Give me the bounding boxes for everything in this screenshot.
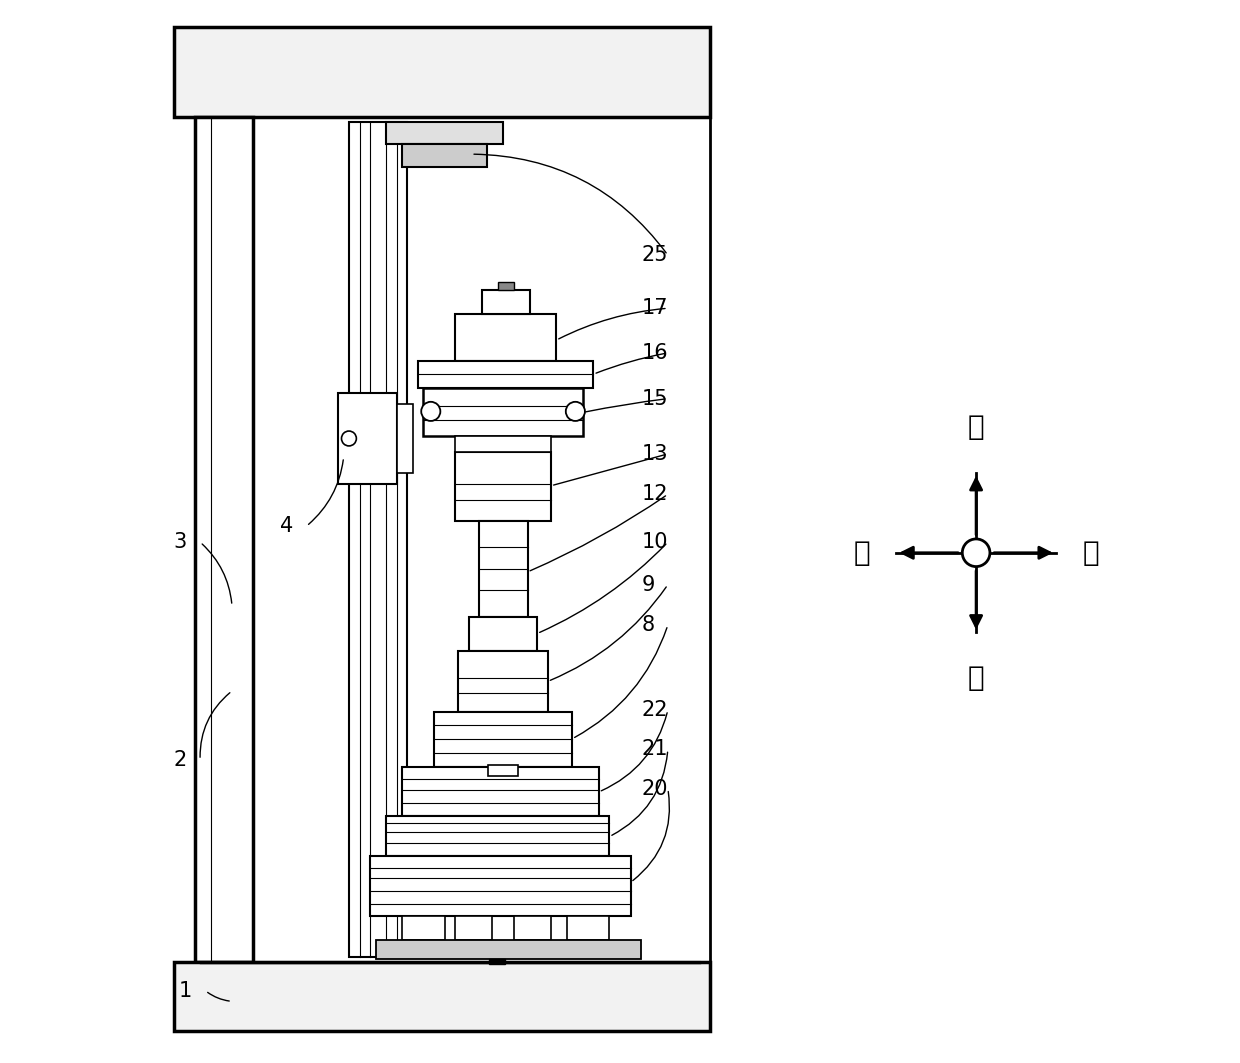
Text: 15: 15: [641, 389, 668, 408]
Text: 13: 13: [641, 444, 668, 463]
Bar: [402, 916, 445, 940]
Text: 3: 3: [174, 533, 187, 552]
Text: 下: 下: [967, 664, 985, 692]
Text: 17: 17: [641, 299, 668, 318]
Bar: [455, 452, 551, 521]
Bar: [386, 816, 609, 856]
Text: 4: 4: [280, 517, 293, 536]
Bar: [195, 117, 253, 962]
Circle shape: [565, 402, 585, 421]
Text: 8: 8: [641, 615, 655, 635]
Bar: [455, 314, 557, 361]
Bar: [402, 767, 599, 816]
Bar: [348, 122, 408, 957]
Bar: [490, 959, 505, 964]
Text: 25: 25: [641, 246, 668, 265]
Circle shape: [962, 539, 990, 567]
Text: 2: 2: [174, 750, 187, 770]
Text: 9: 9: [641, 575, 655, 594]
Bar: [339, 393, 397, 484]
Bar: [418, 361, 594, 388]
Bar: [386, 122, 503, 144]
Bar: [455, 436, 551, 452]
Bar: [567, 916, 609, 940]
Bar: [423, 388, 583, 436]
Bar: [489, 765, 518, 776]
Bar: [402, 144, 487, 167]
Bar: [397, 404, 413, 473]
Circle shape: [341, 432, 356, 446]
Text: 10: 10: [641, 533, 668, 552]
Text: 22: 22: [641, 701, 668, 720]
Bar: [174, 27, 711, 117]
Text: 12: 12: [641, 485, 668, 504]
Bar: [455, 916, 492, 940]
Text: 20: 20: [641, 779, 668, 798]
Circle shape: [422, 402, 440, 421]
Bar: [469, 617, 537, 651]
Text: 21: 21: [641, 740, 668, 759]
Text: 后: 后: [853, 539, 869, 567]
Bar: [513, 916, 551, 940]
Bar: [371, 856, 631, 916]
Bar: [434, 712, 572, 767]
Bar: [376, 940, 641, 959]
Bar: [497, 282, 513, 290]
Text: 16: 16: [641, 343, 668, 362]
Bar: [459, 651, 548, 712]
Bar: [174, 962, 711, 1031]
Bar: [479, 521, 527, 617]
Text: 上: 上: [967, 414, 985, 441]
Text: 前: 前: [1083, 539, 1099, 567]
Text: 1: 1: [179, 981, 192, 1000]
Bar: [482, 290, 529, 314]
